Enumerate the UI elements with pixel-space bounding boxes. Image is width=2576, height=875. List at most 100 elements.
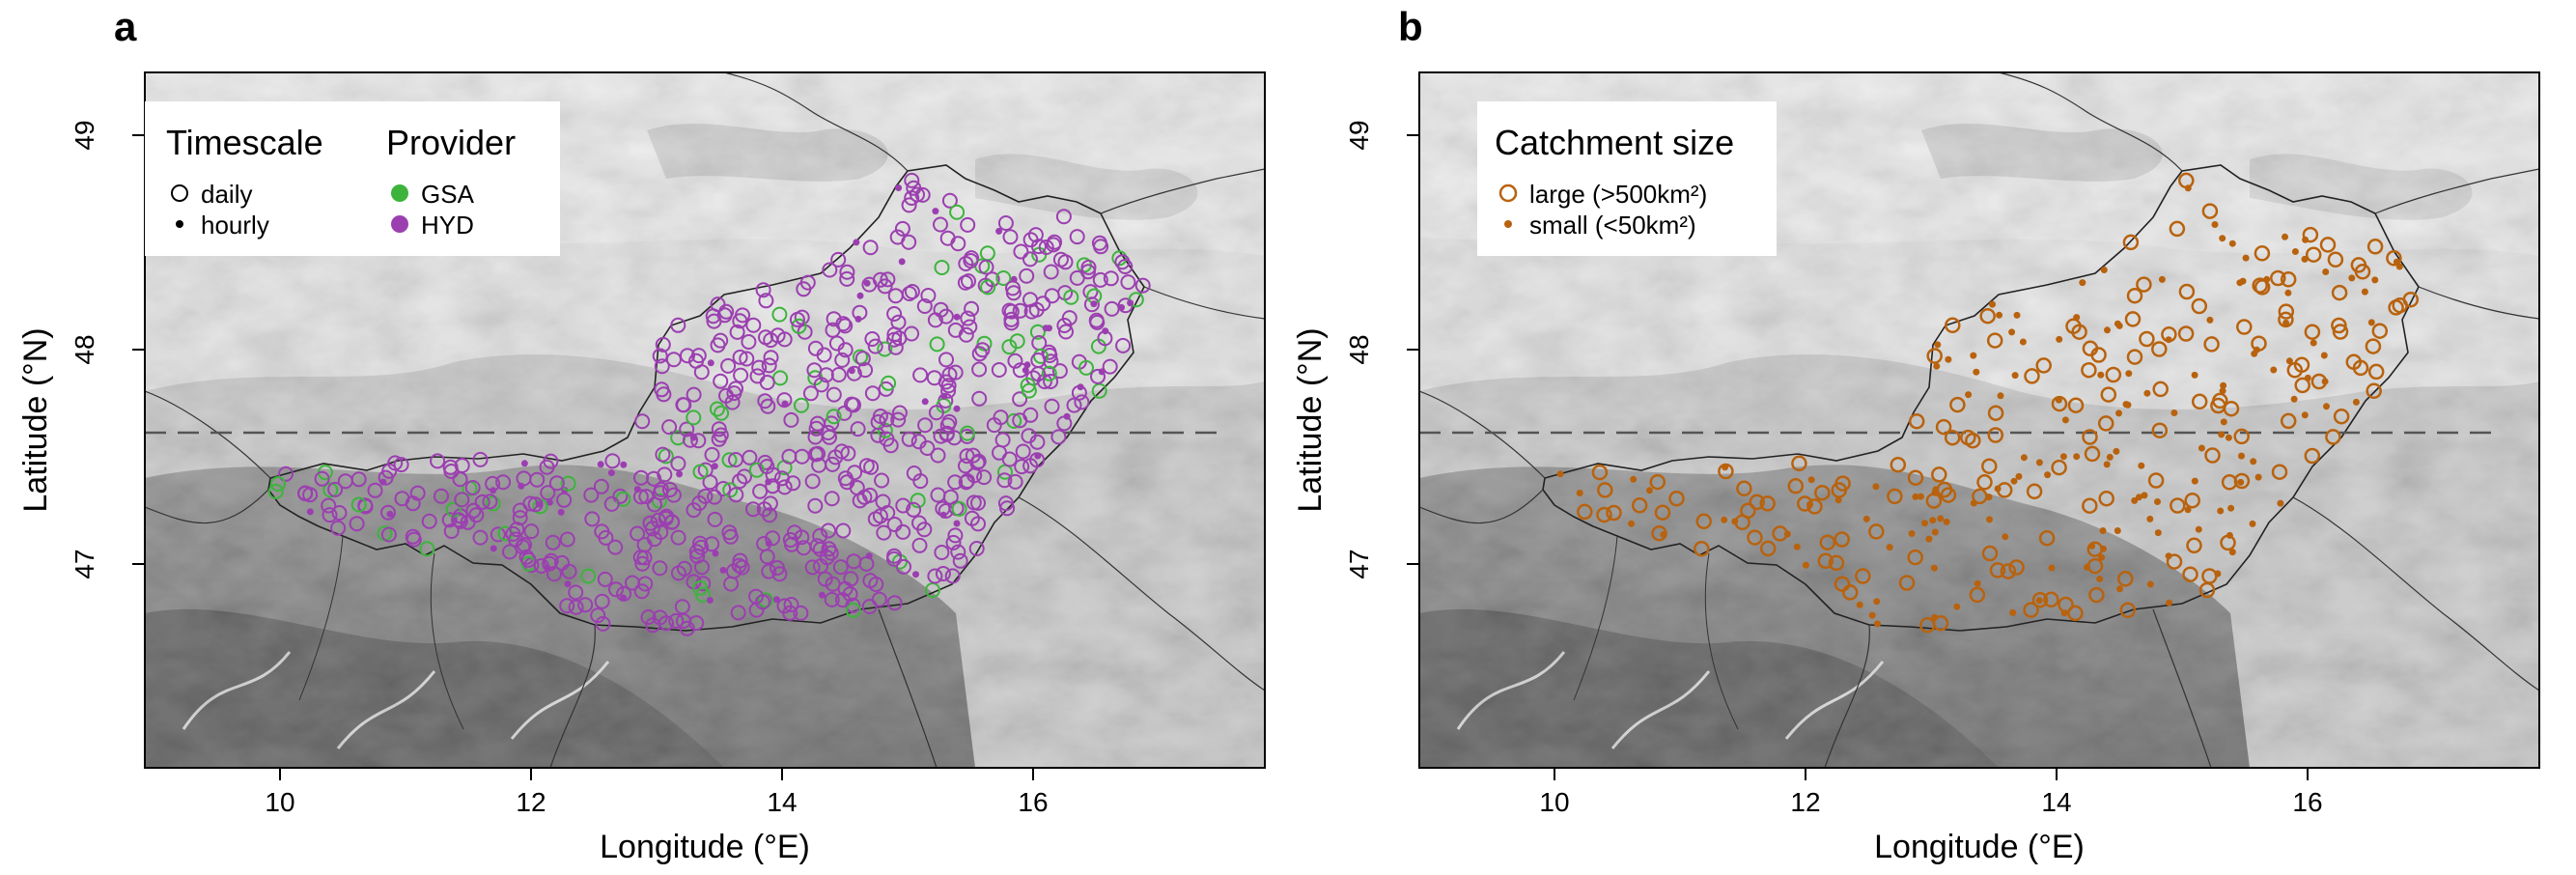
station-marker xyxy=(901,234,917,250)
station-marker xyxy=(520,460,528,467)
station-marker xyxy=(2294,377,2310,394)
station-marker xyxy=(1872,483,1880,491)
station-marker xyxy=(958,326,974,343)
station-marker xyxy=(393,457,409,473)
station-marker xyxy=(690,433,707,449)
panel-b-ytick-49: 49 xyxy=(1344,120,1374,150)
station-marker xyxy=(1987,405,2004,421)
station-marker xyxy=(771,566,788,582)
station-marker xyxy=(941,192,958,209)
station-marker xyxy=(712,550,719,557)
station-marker xyxy=(1654,504,1671,521)
station-marker xyxy=(632,489,649,505)
station-marker xyxy=(2291,248,2299,255)
station-marker xyxy=(2365,338,2382,354)
station-marker xyxy=(1828,554,1845,572)
station-marker xyxy=(898,258,906,266)
station-marker xyxy=(485,475,501,492)
station-marker xyxy=(692,580,709,596)
station-marker xyxy=(763,350,779,366)
station-marker xyxy=(765,478,772,486)
station-marker xyxy=(890,314,907,330)
station-marker xyxy=(1043,264,1059,280)
station-marker xyxy=(561,563,577,579)
panel-a-xtick-16: 16 xyxy=(1018,787,1048,817)
station-marker xyxy=(1925,535,1933,543)
station-marker xyxy=(594,593,610,609)
station-marker xyxy=(1834,576,1851,592)
station-marker xyxy=(941,366,958,382)
station-marker xyxy=(568,584,584,601)
station-marker xyxy=(2331,284,2348,301)
station-marker xyxy=(846,553,862,570)
station-marker xyxy=(886,550,902,567)
legend-large-icon xyxy=(1498,183,1518,203)
station-marker xyxy=(2327,251,2344,268)
station-marker xyxy=(820,425,836,440)
station-marker xyxy=(1090,368,1106,384)
station-marker xyxy=(765,478,781,494)
station-marker xyxy=(603,495,620,512)
station-marker xyxy=(911,537,928,553)
station-marker xyxy=(748,462,765,478)
station-marker xyxy=(984,271,1000,288)
station-marker xyxy=(2131,496,2139,504)
station-marker xyxy=(1046,237,1061,253)
station-marker xyxy=(665,487,682,503)
station-marker xyxy=(825,322,841,338)
station-marker xyxy=(732,473,747,490)
station-marker xyxy=(2278,311,2294,328)
station-marker xyxy=(2191,371,2198,379)
station-marker xyxy=(901,431,917,447)
panel-a-ylabel: Latitude (°N) xyxy=(17,327,54,512)
station-marker xyxy=(2301,411,2309,419)
station-marker xyxy=(926,370,942,386)
station-marker xyxy=(895,523,911,540)
station-marker xyxy=(472,529,489,546)
station-marker xyxy=(451,512,467,528)
station-marker xyxy=(957,274,973,291)
station-marker xyxy=(2191,393,2208,410)
station-marker xyxy=(1921,520,1928,527)
station-marker xyxy=(523,523,540,540)
station-marker xyxy=(2325,429,2341,445)
station-marker xyxy=(2115,409,2122,417)
station-marker xyxy=(1965,432,1981,449)
station-marker xyxy=(1898,575,1916,591)
station-marker xyxy=(1134,277,1151,294)
station-marker xyxy=(2166,553,2183,570)
station-marker xyxy=(971,361,988,378)
station-marker xyxy=(895,184,903,191)
station-marker xyxy=(1001,451,1018,467)
panel-a-letter: a xyxy=(114,4,137,49)
station-marker xyxy=(2250,458,2257,466)
station-marker xyxy=(1973,368,1980,376)
panel-b-xtick-14: 14 xyxy=(2041,787,2071,817)
station-marker xyxy=(752,483,769,499)
station-marker xyxy=(647,496,662,513)
station-marker xyxy=(668,612,685,629)
station-marker xyxy=(927,568,943,584)
station-marker xyxy=(1931,613,1939,621)
station-marker xyxy=(2332,324,2349,340)
station-marker xyxy=(2100,545,2107,552)
station-marker xyxy=(853,239,860,246)
station-marker xyxy=(947,527,964,544)
station-marker xyxy=(2139,330,2155,348)
station-marker xyxy=(824,491,840,507)
station-marker xyxy=(1886,544,1893,551)
station-marker xyxy=(865,552,873,560)
station-marker xyxy=(2198,444,2205,452)
station-marker xyxy=(584,511,601,527)
station-marker xyxy=(2146,515,2154,522)
station-marker xyxy=(1033,348,1049,364)
station-marker xyxy=(1979,307,1996,325)
station-marker xyxy=(835,522,852,539)
station-marker xyxy=(886,517,903,532)
station-marker xyxy=(1931,528,1939,536)
station-marker xyxy=(1695,513,1712,530)
station-marker xyxy=(1965,391,1973,399)
station-marker xyxy=(874,472,890,489)
station-marker xyxy=(887,339,904,355)
station-marker xyxy=(755,282,771,298)
